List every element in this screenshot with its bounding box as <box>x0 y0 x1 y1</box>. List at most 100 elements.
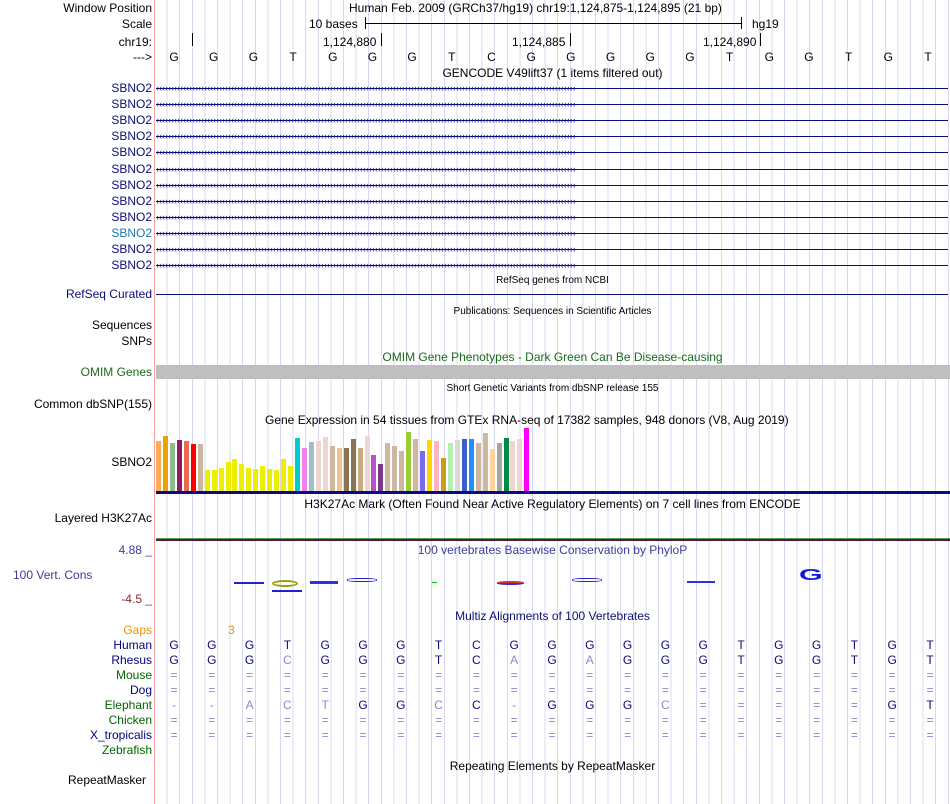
gtex-bar[interactable] <box>392 446 398 491</box>
gtex-bar[interactable] <box>162 436 168 491</box>
gtex-bar[interactable] <box>197 444 203 491</box>
gtex-bar[interactable] <box>364 436 370 491</box>
gtex-bar[interactable] <box>190 444 196 491</box>
gtex-bar[interactable] <box>295 438 300 491</box>
omim-gene-bar[interactable] <box>156 365 950 379</box>
species-label-mouse[interactable]: Mouse <box>115 668 152 682</box>
gene-label-sbno2[interactable]: SBNO2 <box>111 225 152 240</box>
gene-label-sbno2[interactable]: SBNO2 <box>111 145 152 160</box>
gtex-bar[interactable] <box>378 463 384 491</box>
gtex-bar[interactable] <box>308 442 314 491</box>
gene-label-sbno2[interactable]: SBNO2 <box>111 258 152 273</box>
gtex-bar[interactable] <box>301 448 307 491</box>
gtex-bar[interactable] <box>260 466 266 491</box>
gene-line[interactable] <box>156 200 948 202</box>
gtex-bar[interactable] <box>329 446 335 491</box>
phylop-label[interactable]: 100 Vert. Cons <box>13 568 93 582</box>
gene-label-sbno2[interactable]: SBNO2 <box>111 129 152 144</box>
publications-snps-label[interactable]: SNPs <box>121 334 152 348</box>
gtex-bar[interactable] <box>336 447 342 491</box>
gtex-bar[interactable] <box>156 441 161 491</box>
gtex-bar[interactable] <box>176 439 182 491</box>
gene-line[interactable] <box>156 249 948 250</box>
gtex-bar[interactable] <box>475 443 481 491</box>
gene-label-sbno2[interactable]: SBNO2 <box>111 113 152 128</box>
gtex-bar[interactable] <box>232 458 238 491</box>
gtex-bar[interactable] <box>357 447 363 491</box>
species-label-x_tropicalis[interactable]: X_tropicalis <box>89 728 152 742</box>
gene-line[interactable] <box>156 104 948 106</box>
gene-line[interactable] <box>156 120 948 122</box>
gtex-bar[interactable] <box>461 439 467 491</box>
omim-label[interactable]: OMIM Genes <box>80 365 152 379</box>
species-label-elephant[interactable]: Elephant <box>104 698 152 712</box>
gtex-bar[interactable] <box>427 439 433 491</box>
refseq-gene-line[interactable] <box>156 294 948 295</box>
species-label-zebrafish[interactable]: Zebrafish <box>101 743 152 757</box>
gtex-bar[interactable] <box>343 448 349 491</box>
gtex-bar[interactable] <box>399 451 405 491</box>
gtex-bar[interactable] <box>253 468 259 491</box>
gtex-label[interactable]: SBNO2 <box>111 455 152 469</box>
gtex-bar[interactable] <box>204 470 210 491</box>
gene-label-sbno2[interactable]: SBNO2 <box>111 177 152 192</box>
gtex-bar[interactable] <box>315 441 321 491</box>
dbsnp-label[interactable]: Common dbSNP(155) <box>33 397 152 411</box>
species-label-human[interactable]: Human <box>113 638 152 652</box>
publications-sequences-label[interactable]: Sequences <box>91 318 152 332</box>
gene-label-sbno2[interactable]: SBNO2 <box>111 161 152 176</box>
gtex-bar[interactable] <box>468 439 474 491</box>
gtex-bar[interactable] <box>447 443 453 491</box>
gtex-bar[interactable] <box>420 451 426 491</box>
gtex-bar[interactable] <box>434 441 439 491</box>
h3k27ac-label[interactable]: Layered H3K27Ac <box>54 511 152 525</box>
gene-line[interactable] <box>156 168 948 170</box>
gtex-bar[interactable] <box>482 433 488 491</box>
gene-line[interactable] <box>156 216 948 218</box>
gaps-label[interactable]: Gaps <box>123 623 152 637</box>
gtex-bar[interactable] <box>385 443 391 491</box>
gtex-bar[interactable] <box>183 441 189 491</box>
gtex-bar[interactable] <box>454 439 460 491</box>
gene-label-sbno2[interactable]: SBNO2 <box>111 193 152 208</box>
repeatmasker-label[interactable]: RepeatMasker <box>68 773 147 787</box>
gtex-bar[interactable] <box>503 438 509 491</box>
gtex-bar[interactable] <box>322 437 328 491</box>
gtex-bar[interactable] <box>246 468 252 491</box>
strand-arrows-icon: ‹‹‹‹‹‹‹‹‹‹‹‹‹‹‹‹‹‹‹‹‹‹‹‹‹‹‹‹‹‹‹‹‹‹‹‹‹‹‹‹… <box>156 196 576 205</box>
gtex-bar[interactable] <box>267 468 273 491</box>
gene-label-sbno2[interactable]: SBNO2 <box>111 242 152 256</box>
gtex-bar[interactable] <box>496 443 502 491</box>
gtex-bar[interactable] <box>288 466 294 491</box>
species-label-dog[interactable]: Dog <box>129 683 152 697</box>
gtex-bar[interactable] <box>239 463 245 491</box>
gtex-bar[interactable] <box>406 432 412 491</box>
gtex-bar[interactable] <box>218 468 224 491</box>
gene-line[interactable] <box>156 88 948 89</box>
gene-label-sbno2[interactable]: SBNO2 <box>111 209 152 224</box>
gene-line[interactable] <box>156 152 948 154</box>
gtex-bar[interactable] <box>371 455 377 491</box>
gtex-bar[interactable] <box>350 439 356 491</box>
species-label-rhesus[interactable]: Rhesus <box>111 653 152 667</box>
gtex-bar[interactable] <box>413 439 419 491</box>
gene-label-sbno2[interactable]: SBNO2 <box>111 81 152 95</box>
gene-line[interactable] <box>156 265 948 267</box>
gtex-bar[interactable] <box>274 470 280 491</box>
refseq-label[interactable]: RefSeq Curated <box>65 287 152 301</box>
gtex-bar[interactable] <box>211 470 217 491</box>
track-area[interactable] <box>155 0 950 804</box>
gene-line[interactable] <box>156 232 948 234</box>
gtex-bar[interactable] <box>524 428 530 491</box>
gtex-bar[interactable] <box>169 443 175 491</box>
gtex-bar[interactable] <box>489 449 495 491</box>
gtex-bar[interactable] <box>510 441 516 491</box>
gtex-bar[interactable] <box>517 439 523 491</box>
gene-line[interactable] <box>156 136 948 138</box>
gene-label-sbno2[interactable]: SBNO2 <box>111 97 152 112</box>
gtex-bar[interactable] <box>225 462 231 491</box>
gtex-bar[interactable] <box>440 458 446 491</box>
gtex-bar[interactable] <box>281 458 287 491</box>
species-label-chicken[interactable]: Chicken <box>108 713 152 727</box>
gene-line[interactable] <box>156 184 948 186</box>
